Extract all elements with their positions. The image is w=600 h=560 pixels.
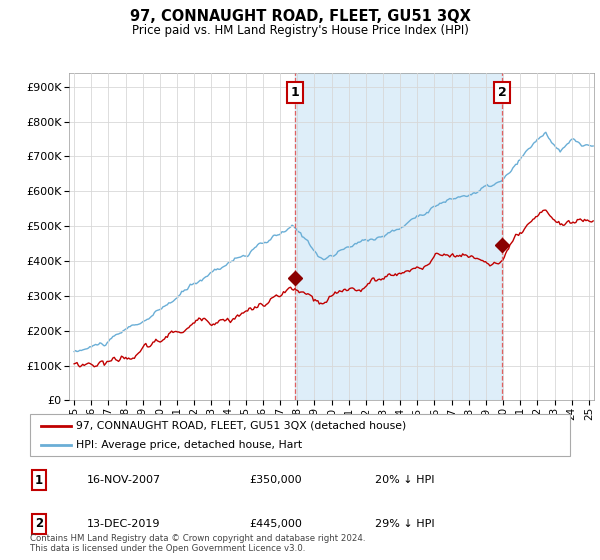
Text: £445,000: £445,000 [249,519,302,529]
Text: 97, CONNAUGHT ROAD, FLEET, GU51 3QX (detached house): 97, CONNAUGHT ROAD, FLEET, GU51 3QX (det… [76,421,406,431]
Text: 2: 2 [498,86,506,99]
Text: £350,000: £350,000 [249,475,302,485]
Text: 1: 1 [35,474,43,487]
Text: 16-NOV-2007: 16-NOV-2007 [87,475,161,485]
Text: 1: 1 [291,86,299,99]
Text: 97, CONNAUGHT ROAD, FLEET, GU51 3QX: 97, CONNAUGHT ROAD, FLEET, GU51 3QX [130,9,470,24]
Text: 29% ↓ HPI: 29% ↓ HPI [375,519,434,529]
Text: 20% ↓ HPI: 20% ↓ HPI [375,475,434,485]
Text: 2: 2 [35,517,43,530]
Text: HPI: Average price, detached house, Hart: HPI: Average price, detached house, Hart [76,440,302,450]
Text: Contains HM Land Registry data © Crown copyright and database right 2024.
This d: Contains HM Land Registry data © Crown c… [30,534,365,553]
Text: 13-DEC-2019: 13-DEC-2019 [87,519,161,529]
Bar [295,73,502,400]
Text: Price paid vs. HM Land Registry's House Price Index (HPI): Price paid vs. HM Land Registry's House … [131,24,469,36]
